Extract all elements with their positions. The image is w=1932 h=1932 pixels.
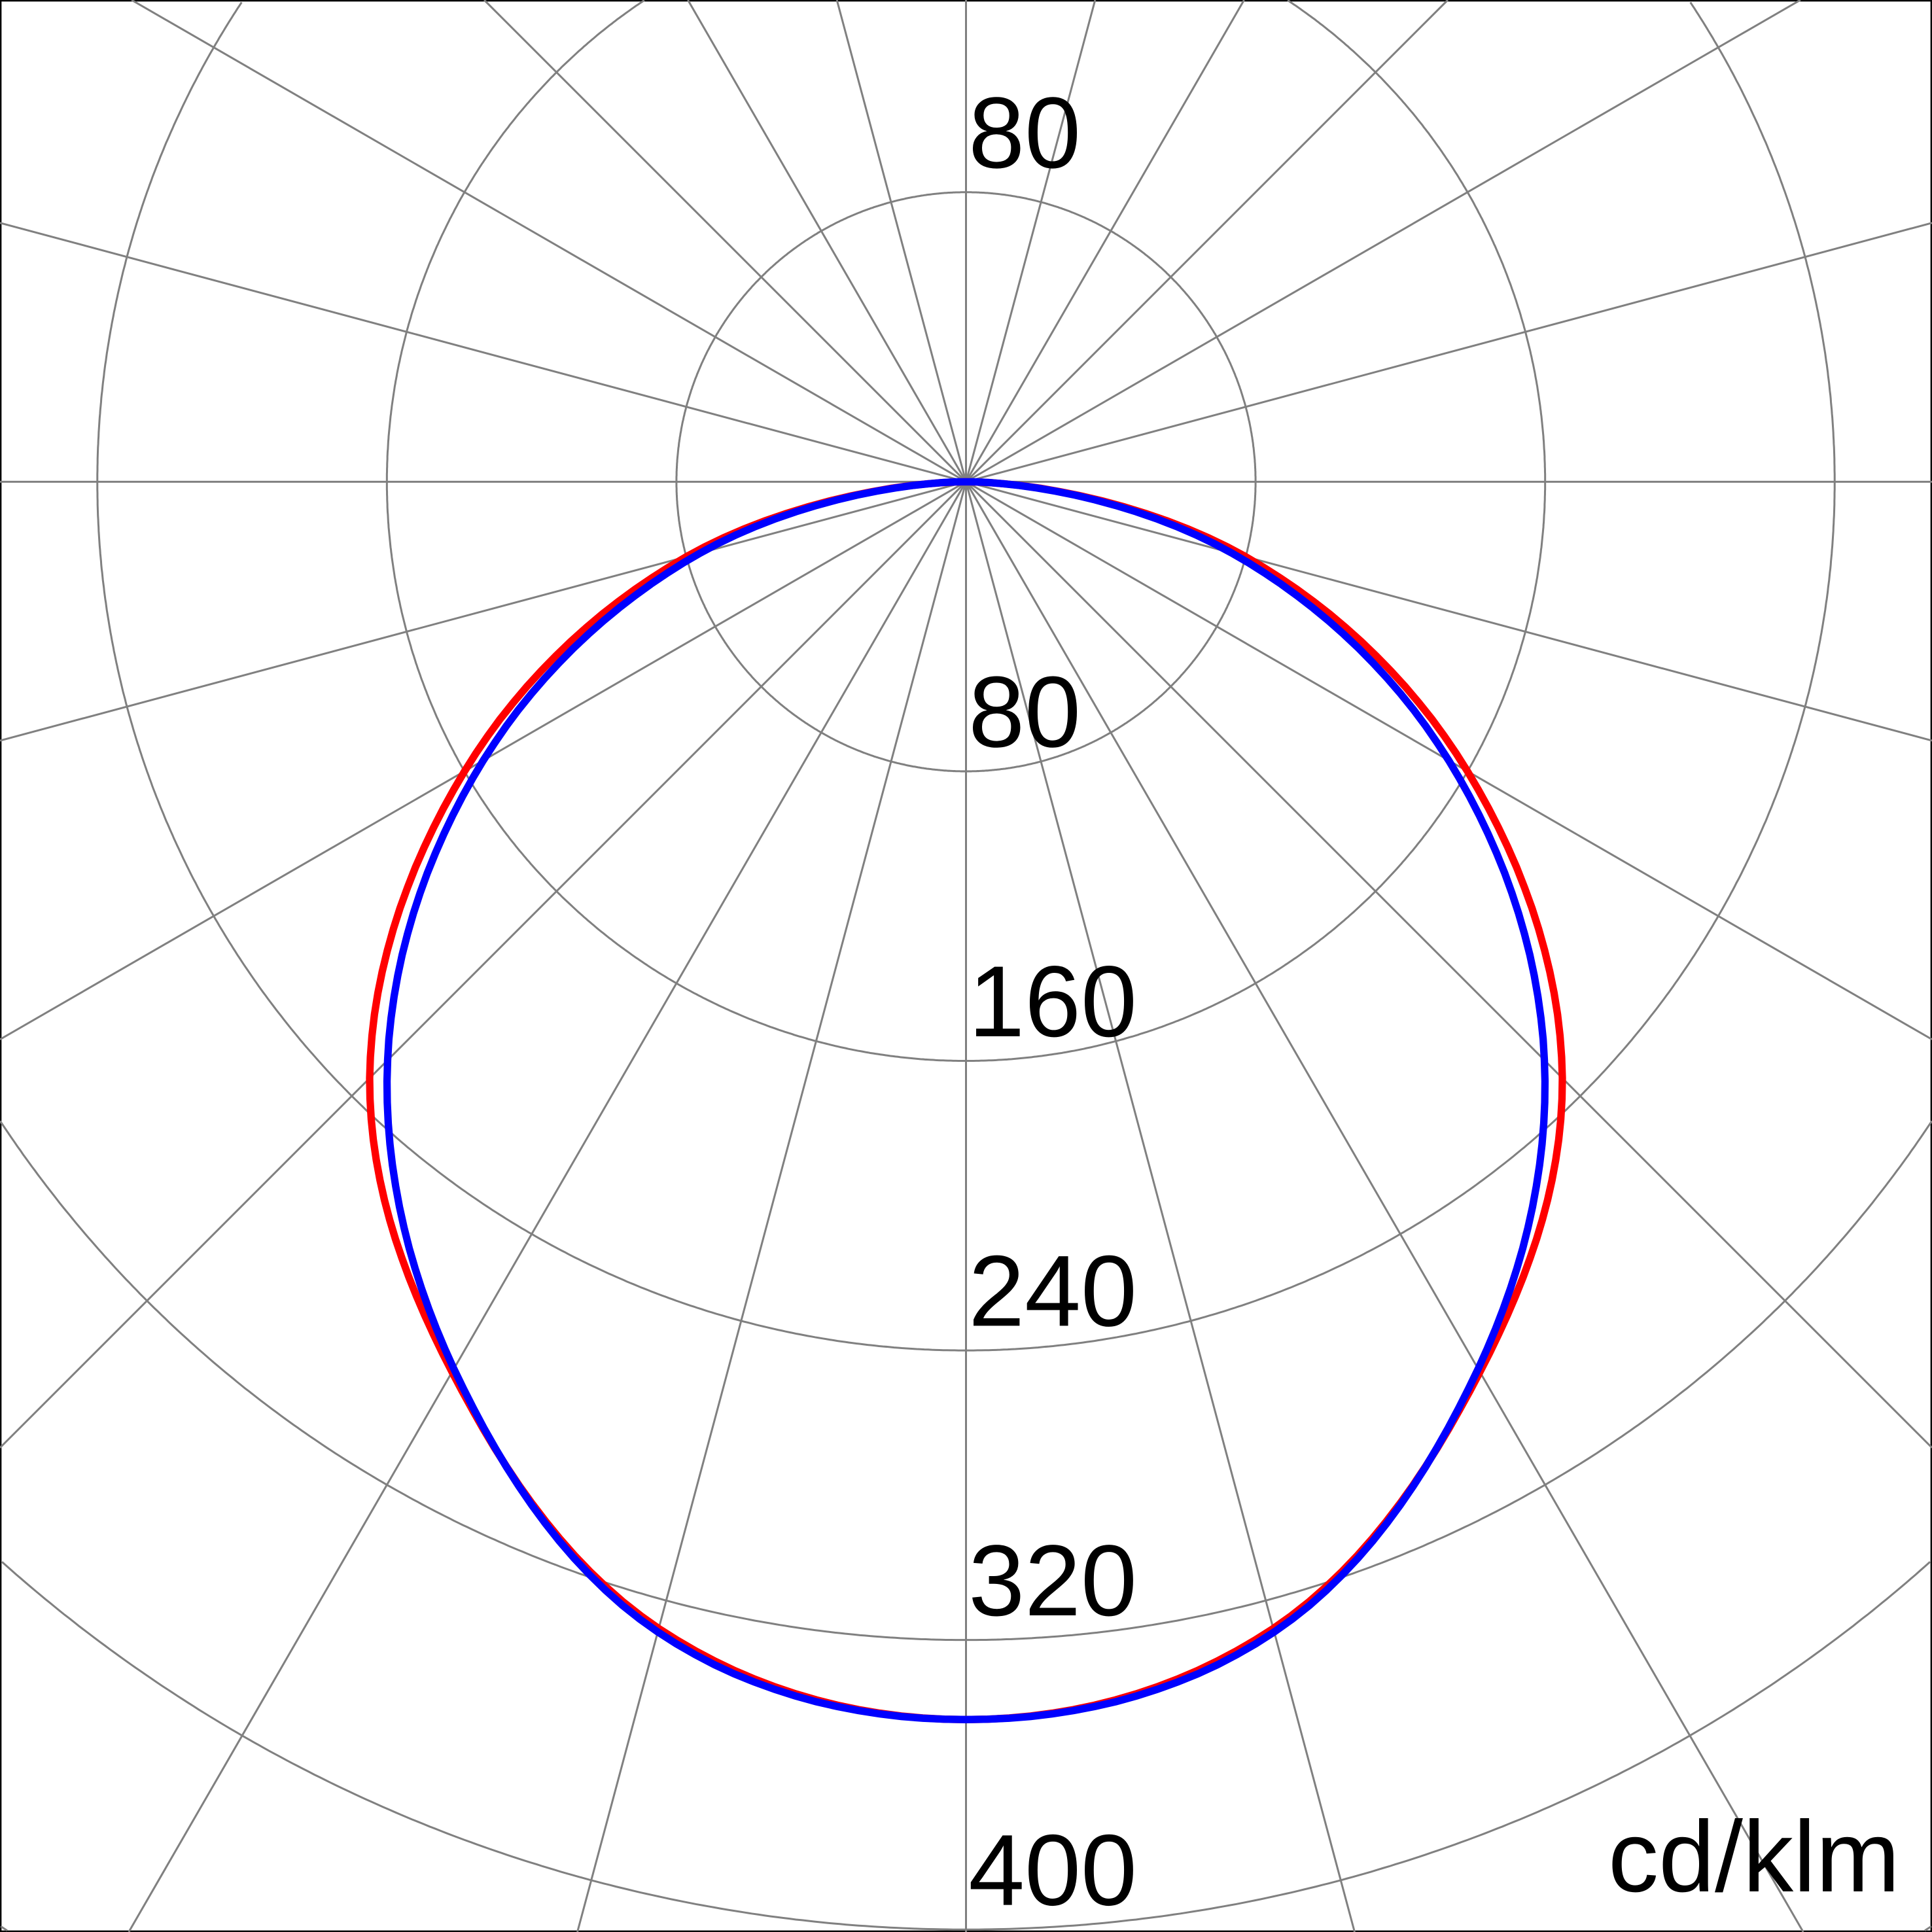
unit-label: cd/klm — [1608, 1800, 1900, 1913]
radial-tick-label: 400 — [968, 1814, 1137, 1927]
grid-spoke-45 — [483, 0, 1932, 1449]
grid-ring-160 — [385, 0, 1547, 1063]
radial-tick-label: 80 — [968, 655, 1081, 768]
grid-spoke-165 — [576, 0, 1097, 1932]
grid-spoke-135 — [0, 0, 1449, 1449]
radial-tick-label: 320 — [968, 1524, 1137, 1637]
intensity-curves — [366, 478, 1566, 1723]
series-curve-1 — [383, 478, 1549, 1723]
radial-tick-label: 240 — [968, 1234, 1137, 1347]
grid-spoke-60 — [131, 0, 1932, 1041]
grid-spoke-30 — [687, 0, 1804, 1932]
grid-spoke-150 — [128, 0, 1245, 1932]
grid-spoke-120 — [0, 0, 1801, 1041]
grid-ring-480 — [0, 1925, 1932, 1932]
radial-tick-labels: 80 160 240 320 400 — [968, 655, 1137, 1926]
top-tick-label: 80 — [968, 76, 1081, 189]
radial-tick-label: 160 — [968, 945, 1137, 1058]
grid-ring-240 — [96, 1, 1836, 1352]
grid-spoke-15 — [835, 0, 1356, 1932]
